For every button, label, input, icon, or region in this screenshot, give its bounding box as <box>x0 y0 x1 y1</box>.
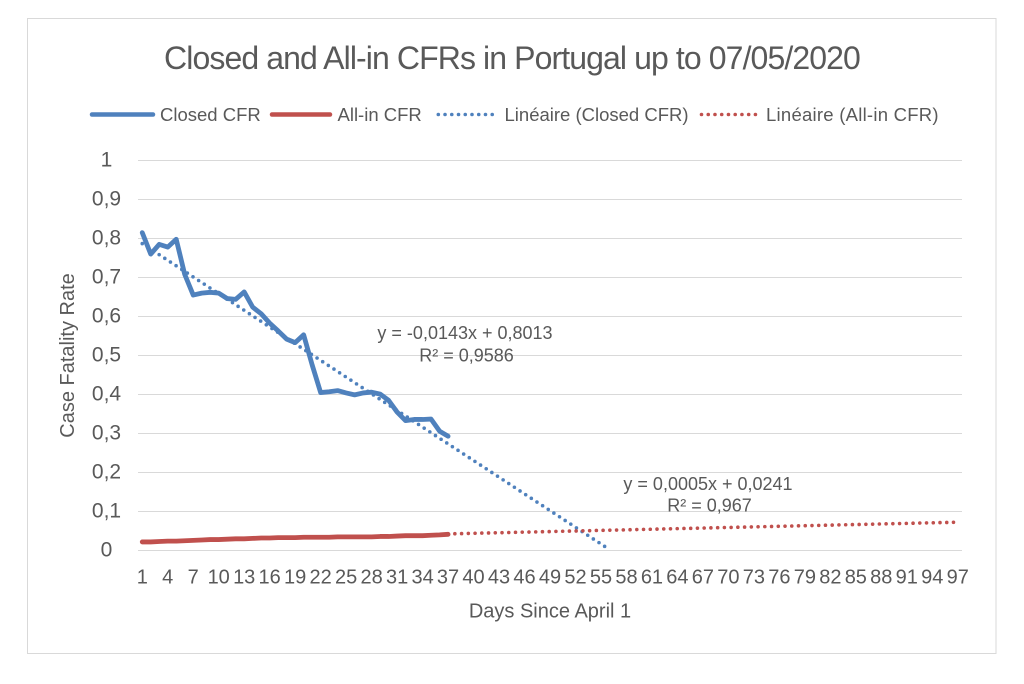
svg-text:67: 67 <box>692 567 714 589</box>
svg-text:52: 52 <box>564 567 586 589</box>
svg-text:Linéaire (Closed CFR): Linéaire (Closed CFR) <box>505 104 689 125</box>
svg-text:0,3: 0,3 <box>92 422 121 445</box>
svg-text:40: 40 <box>462 567 484 589</box>
svg-text:94: 94 <box>921 567 943 589</box>
svg-text:19: 19 <box>284 567 306 589</box>
svg-text:0,5: 0,5 <box>92 344 121 367</box>
svg-text:49: 49 <box>539 567 561 589</box>
svg-text:61: 61 <box>641 567 663 589</box>
svg-text:85: 85 <box>845 567 867 589</box>
svg-text:0,9: 0,9 <box>92 188 121 211</box>
svg-text:Closed CFR: Closed CFR <box>160 104 261 125</box>
svg-text:55: 55 <box>590 567 612 589</box>
svg-text:Days Since April 1: Days Since April 1 <box>469 601 631 623</box>
svg-text:y = 0,0005x + 0,0241: y = 0,0005x + 0,0241 <box>623 474 792 494</box>
svg-text:0,7: 0,7 <box>92 266 121 289</box>
svg-text:7: 7 <box>188 567 199 589</box>
svg-text:22: 22 <box>310 567 332 589</box>
svg-text:1: 1 <box>101 149 113 172</box>
svg-text:46: 46 <box>513 567 535 589</box>
svg-text:0: 0 <box>101 539 113 562</box>
svg-text:0,1: 0,1 <box>92 500 121 523</box>
svg-text:64: 64 <box>666 567 688 589</box>
svg-text:R² = 0,967: R² = 0,967 <box>667 496 752 516</box>
svg-text:73: 73 <box>743 567 765 589</box>
svg-text:R² = 0,9586: R² = 0,9586 <box>419 346 514 366</box>
svg-text:79: 79 <box>794 567 816 589</box>
svg-text:0,4: 0,4 <box>92 383 122 406</box>
svg-text:0,8: 0,8 <box>92 227 121 250</box>
svg-text:Case Fatality Rate: Case Fatality Rate <box>57 273 79 438</box>
svg-text:97: 97 <box>947 567 969 589</box>
svg-text:82: 82 <box>819 567 841 589</box>
svg-text:y = -0,0143x + 0,8013: y = -0,0143x + 0,8013 <box>377 323 552 343</box>
svg-text:34: 34 <box>411 567 433 589</box>
svg-text:88: 88 <box>870 567 892 589</box>
svg-text:58: 58 <box>615 567 637 589</box>
svg-text:Linéaire (All-in CFR): Linéaire (All-in CFR) <box>766 104 939 125</box>
svg-text:0,2: 0,2 <box>92 461 121 484</box>
svg-text:43: 43 <box>488 567 510 589</box>
svg-text:28: 28 <box>360 567 382 589</box>
svg-text:91: 91 <box>896 567 918 589</box>
svg-text:10: 10 <box>208 567 230 589</box>
svg-text:4: 4 <box>162 567 173 589</box>
svg-text:25: 25 <box>335 567 357 589</box>
svg-text:All-in CFR: All-in CFR <box>338 104 422 125</box>
svg-text:37: 37 <box>437 567 459 589</box>
svg-text:13: 13 <box>233 567 255 589</box>
svg-text:70: 70 <box>717 567 739 589</box>
svg-text:0,6: 0,6 <box>92 305 121 328</box>
svg-text:31: 31 <box>386 567 408 589</box>
svg-text:16: 16 <box>259 567 281 589</box>
svg-text:Closed and All-in CFRs in Port: Closed and All-in CFRs in Portugal up to… <box>164 40 860 76</box>
svg-text:76: 76 <box>768 567 790 589</box>
svg-text:1: 1 <box>137 567 148 589</box>
